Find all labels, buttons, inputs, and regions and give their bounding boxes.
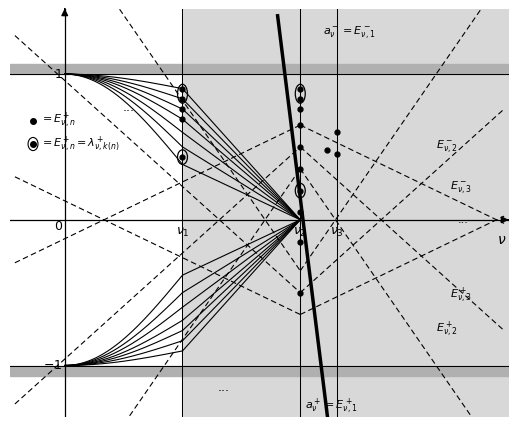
- Text: $E^-_{\nu,2}$: $E^-_{\nu,2}$: [436, 139, 458, 155]
- Text: $a^+_\nu = E^+_{\nu,1}$: $a^+_\nu = E^+_{\nu,1}$: [305, 397, 357, 416]
- Text: $-1$: $-1$: [43, 359, 62, 372]
- Text: ...: ...: [217, 381, 229, 394]
- Text: $\nu_3$: $\nu_3$: [330, 226, 344, 239]
- Text: $\nu$: $\nu$: [497, 233, 507, 247]
- Text: $= E^+_{\nu,n} = \lambda^+_{\nu,k(n)}$: $= E^+_{\nu,n} = \lambda^+_{\nu,k(n)}$: [40, 135, 119, 153]
- Text: $E^-_{\nu,3}$: $E^-_{\nu,3}$: [450, 180, 471, 196]
- Bar: [10, 8, 183, 416]
- Bar: [10, 366, 509, 376]
- Text: $a^-_\nu = E^-_{\nu,1}$: $a^-_\nu = E^-_{\nu,1}$: [323, 25, 375, 41]
- Text: $= E^+_{\nu,n}$: $= E^+_{\nu,n}$: [40, 111, 75, 130]
- Text: 1: 1: [54, 68, 62, 81]
- Text: 0: 0: [54, 220, 62, 233]
- Bar: [10, 64, 509, 74]
- Text: $\nu_1$: $\nu_1$: [175, 226, 189, 239]
- Text: ...: ...: [458, 215, 469, 225]
- Bar: [183, 8, 509, 416]
- Text: ...: ...: [122, 101, 134, 114]
- Text: $E^+_{\nu,3}$: $E^+_{\nu,3}$: [450, 286, 471, 305]
- Text: $\nu_2$: $\nu_2$: [293, 226, 307, 239]
- Text: $E^+_{\nu,2}$: $E^+_{\nu,2}$: [436, 319, 458, 339]
